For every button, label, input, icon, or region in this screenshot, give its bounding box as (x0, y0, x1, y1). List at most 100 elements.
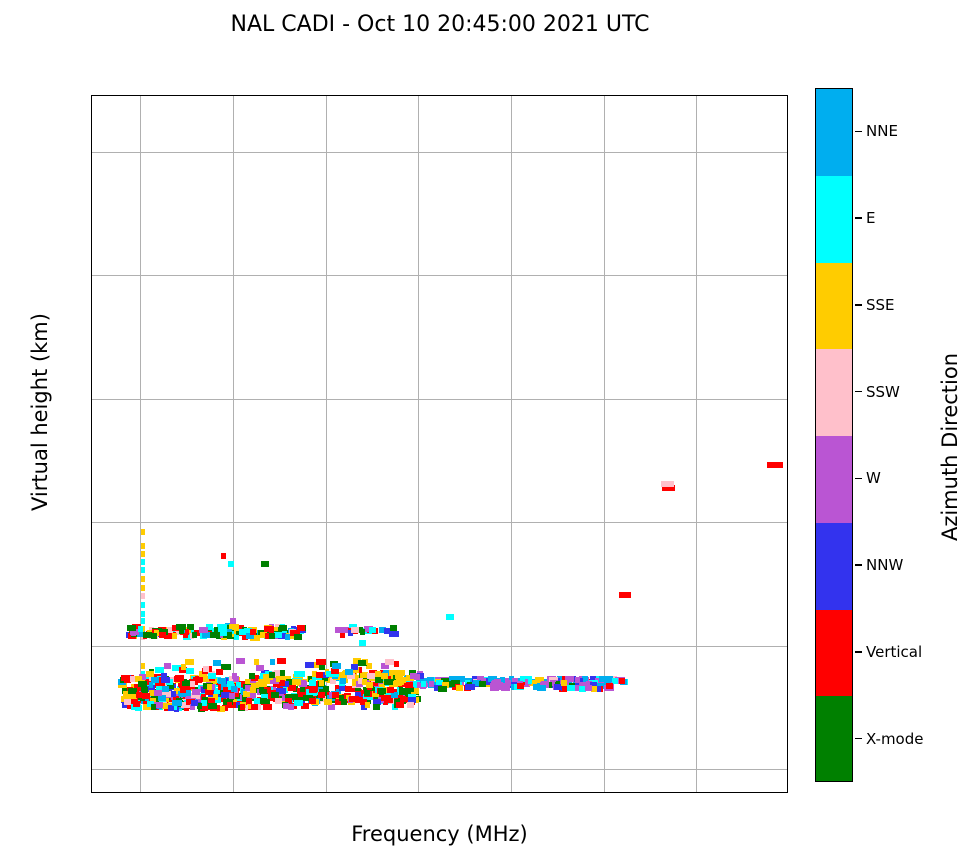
data-mark (226, 628, 232, 635)
data-mark (338, 694, 344, 701)
data-mark (292, 674, 300, 681)
data-mark (196, 703, 203, 709)
data-mark (182, 679, 190, 686)
data-mark (275, 676, 286, 683)
data-mark (218, 630, 227, 637)
colorbar-tick (855, 651, 862, 653)
data-mark (374, 677, 384, 684)
data-mark (298, 691, 308, 698)
data-mark (251, 675, 259, 682)
data-mark (161, 673, 168, 679)
colorbar-segment-nne[interactable] (816, 89, 852, 177)
data-mark (491, 680, 499, 687)
data-mark (767, 462, 783, 469)
data-mark (349, 696, 360, 703)
data-mark (187, 623, 194, 630)
data-mark (140, 567, 145, 574)
data-mark (132, 701, 141, 708)
data-mark (211, 678, 217, 685)
data-mark (221, 552, 226, 559)
data-mark (238, 624, 245, 631)
data-mark (319, 664, 325, 671)
data-mark (174, 675, 184, 682)
data-mark (190, 703, 196, 710)
data-mark (250, 634, 260, 641)
data-mark (207, 694, 218, 701)
x-tick-minor (557, 792, 558, 793)
colorbar-segment-nnw[interactable] (816, 522, 852, 611)
data-mark (451, 683, 460, 690)
gridline-vertical (325, 96, 327, 792)
gridline-horizontal (92, 151, 787, 153)
y-tick-mark (91, 398, 92, 400)
data-mark (233, 676, 239, 683)
data-mark (244, 685, 253, 692)
data-mark (348, 629, 354, 636)
y-tick-mark (91, 151, 92, 153)
data-mark (406, 702, 415, 709)
data-mark (381, 672, 388, 679)
data-mark (379, 626, 386, 633)
data-mark (241, 697, 252, 704)
data-mark (234, 633, 239, 640)
data-mark (186, 699, 196, 706)
data-mark (382, 669, 389, 676)
data-mark (166, 627, 173, 634)
y-tick-mark (91, 768, 92, 770)
colorbar-segment-sse[interactable] (816, 262, 852, 350)
data-mark (228, 561, 234, 568)
data-mark (158, 695, 166, 702)
data-mark (276, 658, 287, 665)
data-mark (310, 661, 319, 668)
data-mark (126, 624, 136, 631)
data-mark (134, 625, 141, 632)
data-mark (273, 669, 281, 676)
data-mark (249, 687, 257, 694)
colorbar[interactable] (815, 88, 853, 782)
data-mark (378, 681, 385, 687)
data-mark (534, 677, 544, 684)
data-mark (527, 678, 533, 685)
data-mark (185, 658, 194, 665)
data-mark (261, 560, 270, 567)
gridline-vertical (603, 96, 605, 792)
data-mark (201, 700, 207, 707)
data-mark (121, 687, 131, 694)
data-mark (584, 685, 592, 692)
colorbar-segment-e[interactable] (816, 175, 852, 264)
data-mark (161, 676, 171, 683)
colorbar-segment-vertical[interactable] (816, 609, 852, 697)
data-mark (245, 692, 256, 699)
data-mark (239, 703, 246, 710)
data-mark (270, 659, 276, 666)
x-tick-minor (742, 792, 743, 793)
data-mark (316, 659, 326, 666)
data-mark (246, 681, 255, 688)
data-mark (154, 689, 163, 696)
colorbar-segment-x-mode[interactable] (816, 696, 852, 781)
data-mark (191, 692, 200, 699)
data-mark (561, 680, 568, 687)
data-mark (619, 678, 625, 685)
data-mark (605, 682, 614, 689)
data-mark (368, 627, 377, 634)
data-mark (300, 702, 310, 709)
data-mark (325, 671, 332, 678)
colorbar-segment-ssw[interactable] (816, 349, 852, 437)
data-mark (136, 695, 145, 702)
y-tick-mark (91, 645, 92, 647)
data-mark (557, 675, 566, 682)
data-mark (140, 618, 145, 624)
colorbar-segment-w[interactable] (816, 436, 852, 524)
data-mark (435, 679, 443, 686)
data-mark (151, 673, 162, 680)
data-mark (229, 692, 235, 699)
data-mark (350, 663, 359, 670)
data-mark (259, 672, 266, 679)
data-mark (294, 633, 303, 640)
data-mark (163, 632, 173, 639)
gridline-vertical (510, 96, 512, 792)
data-mark (399, 696, 406, 702)
plot-area[interactable]: 02004006008001000 246810121416 (91, 95, 788, 793)
data-mark (155, 686, 164, 693)
